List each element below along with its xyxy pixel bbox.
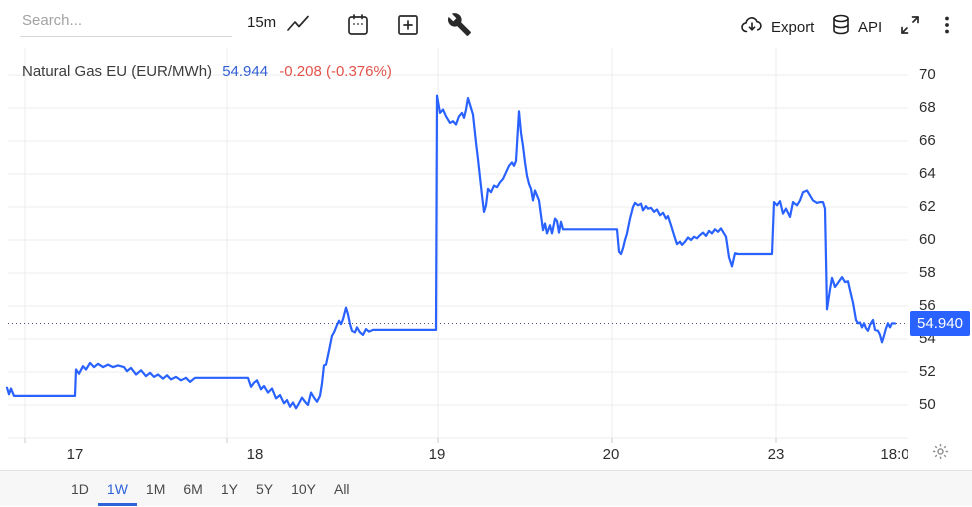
range-button-all[interactable]: All xyxy=(325,476,359,506)
instrument-name: Natural Gas EU (EUR/MWh) xyxy=(22,63,213,80)
interval-selector[interactable]: 15m xyxy=(241,13,282,32)
x-axis-label: 17 xyxy=(66,446,84,463)
x-axis-label: 23 xyxy=(767,446,785,463)
price-chart-plot[interactable] xyxy=(0,0,908,470)
database-icon xyxy=(830,13,852,41)
price-line xyxy=(5,94,897,410)
range-button-6m[interactable]: 6M xyxy=(174,476,211,506)
x-axis-label: 18 xyxy=(246,446,264,463)
kebab-menu-icon xyxy=(935,13,959,37)
instrument-change: -0.208 (-0.376%) xyxy=(279,63,392,80)
export-button[interactable]: Export xyxy=(733,12,820,42)
y-axis-label: 56 xyxy=(919,297,936,314)
y-axis-label: 64 xyxy=(919,165,936,182)
chart-type-button[interactable] xyxy=(283,10,311,38)
chart-settings-button[interactable] xyxy=(929,442,951,464)
calendar-icon xyxy=(345,12,369,38)
y-axis-label: 62 xyxy=(919,198,936,215)
x-axis-label: 19 xyxy=(428,446,446,463)
add-square-icon xyxy=(395,12,419,38)
range-button-5y[interactable]: 5Y xyxy=(247,476,282,506)
date-range-button[interactable] xyxy=(343,10,371,38)
y-axis-label: 50 xyxy=(919,396,936,413)
wrench-icon xyxy=(447,12,471,37)
time-axis[interactable]: 17 18 19 20 23 18:0 xyxy=(0,438,908,470)
line-chart-icon xyxy=(285,12,309,38)
price-axis[interactable]: 54.940 70 68 66 64 62 60 58 56 54 52 50 xyxy=(908,0,972,470)
indicators-button[interactable] xyxy=(445,10,473,38)
compare-add-button[interactable] xyxy=(393,10,421,38)
more-menu-button[interactable] xyxy=(933,11,961,39)
last-price-label: 54.940 xyxy=(910,310,970,336)
export-label: Export xyxy=(771,18,815,36)
y-axis-label: 60 xyxy=(919,231,936,248)
range-button-1w[interactable]: 1W xyxy=(97,476,137,506)
api-label: API xyxy=(858,18,883,36)
y-axis-label: 68 xyxy=(919,99,936,116)
api-button[interactable]: API xyxy=(824,12,888,42)
cloud-download-icon xyxy=(739,13,765,41)
range-button-1m[interactable]: 1M xyxy=(137,476,174,506)
x-axis-label: 20 xyxy=(602,446,620,463)
x-axis-label: 18:0 xyxy=(880,446,908,463)
range-toolbar: 1D 1W 1M 6M 1Y 5Y 10Y All xyxy=(0,470,972,506)
instrument-price: 54.944 xyxy=(222,63,269,80)
range-buttons: 1D 1W 1M 6M 1Y 5Y 10Y All xyxy=(62,471,359,507)
range-button-10y[interactable]: 10Y xyxy=(282,476,325,506)
fullscreen-button[interactable] xyxy=(896,11,924,39)
range-button-1y[interactable]: 1Y xyxy=(212,476,247,506)
top-toolbar: 15m xyxy=(0,0,972,48)
y-axis-label: 58 xyxy=(919,264,936,281)
range-button-1d[interactable]: 1D xyxy=(62,476,98,506)
y-axis-label: 52 xyxy=(919,363,936,380)
y-axis-label: 66 xyxy=(919,132,936,149)
fullscreen-icon xyxy=(898,13,922,37)
gear-icon xyxy=(931,443,950,464)
search-input[interactable] xyxy=(20,7,232,37)
y-axis-label: 70 xyxy=(919,66,936,83)
chart-legend: Natural Gas EU (EUR/MWh) 54.944 -0.208 (… xyxy=(22,63,392,80)
